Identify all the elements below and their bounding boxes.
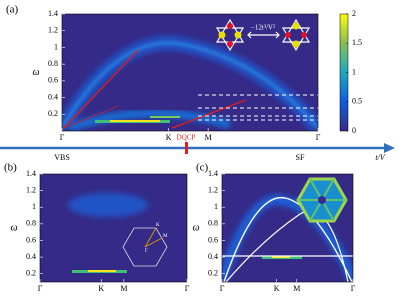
plot-frame xyxy=(221,173,354,283)
y-tick-label: 0.8 xyxy=(48,59,58,68)
y-tick-label: 1.4 xyxy=(26,169,36,178)
y-tick-label: 0.4 xyxy=(48,92,58,101)
x-tick-label: Γ xyxy=(60,133,65,142)
x-tick-label: M xyxy=(293,284,300,293)
colorbar-tick-label: 0.5 xyxy=(352,97,362,106)
y-tick-label: 1 xyxy=(214,202,218,211)
y-axis-label: ω xyxy=(192,222,199,233)
y-tick-label: 1 xyxy=(54,42,58,51)
phase-point: DQCP xyxy=(177,134,196,142)
y-tick-label: 1.2 xyxy=(208,185,218,194)
heatmap-c xyxy=(222,174,353,282)
y-tick-label: 0.4 xyxy=(208,252,218,261)
x-tick-label: K xyxy=(274,284,280,293)
phase-arrow xyxy=(0,142,395,154)
colorbar-tick-label: 1 xyxy=(352,67,356,76)
inset-stars xyxy=(215,18,311,52)
plot-frame xyxy=(39,173,188,283)
y-tick-label: 1 xyxy=(32,202,36,211)
y-axis-label: ω xyxy=(32,67,39,78)
x-tick-label: Γ xyxy=(185,284,190,293)
inset-label: Γ xyxy=(145,249,148,254)
y-tick-label: 0.2 xyxy=(26,269,36,278)
phase-label: t/V xyxy=(375,153,385,162)
annotation: −12t³/V² xyxy=(251,24,275,32)
y-tick-label: 0.6 xyxy=(208,235,218,244)
y-tick-label: 1.4 xyxy=(48,9,58,18)
colorbar-tick-label: 1.5 xyxy=(352,38,362,47)
x-tick-label: M xyxy=(120,284,127,293)
inset-pattern xyxy=(296,177,348,223)
y-tick-label: 0.2 xyxy=(208,269,218,278)
x-tick-label: Γ xyxy=(38,284,43,293)
inset-label: K xyxy=(156,223,160,228)
phase-left: VBS xyxy=(54,153,70,162)
y-tick-label: 0.2 xyxy=(48,109,58,118)
phase-right: SF xyxy=(296,153,305,162)
y-tick-label: 1.2 xyxy=(48,26,58,35)
x-tick-label: Γ xyxy=(316,133,321,142)
y-tick-label: 0.6 xyxy=(48,76,58,85)
heatmap-a xyxy=(62,14,318,131)
y-tick-label: 1.4 xyxy=(208,169,218,178)
y-tick-label: 0.8 xyxy=(208,219,218,228)
colorbar-tick-label: 0 xyxy=(352,126,356,135)
y-axis-label: ω xyxy=(10,222,17,233)
y-tick-label: 0.6 xyxy=(26,235,36,244)
panel-label: (c) xyxy=(196,162,209,174)
x-tick-label: Γ xyxy=(351,284,356,293)
y-tick-label: 1.2 xyxy=(26,185,36,194)
x-tick-label: M xyxy=(205,133,212,142)
colorbar-tick-label: 2 xyxy=(352,9,356,18)
x-tick-label: K xyxy=(166,133,172,142)
inset-label: M xyxy=(163,234,168,239)
panel-label: (b) xyxy=(4,162,17,174)
x-tick-label: K xyxy=(98,284,104,293)
y-tick-label: 0.4 xyxy=(26,252,36,261)
plot-frame xyxy=(61,13,319,132)
x-tick-label: Γ xyxy=(220,284,225,293)
panel-label: (a) xyxy=(6,4,19,16)
heatmap-b xyxy=(40,174,187,282)
y-tick-label: 0.8 xyxy=(26,219,36,228)
